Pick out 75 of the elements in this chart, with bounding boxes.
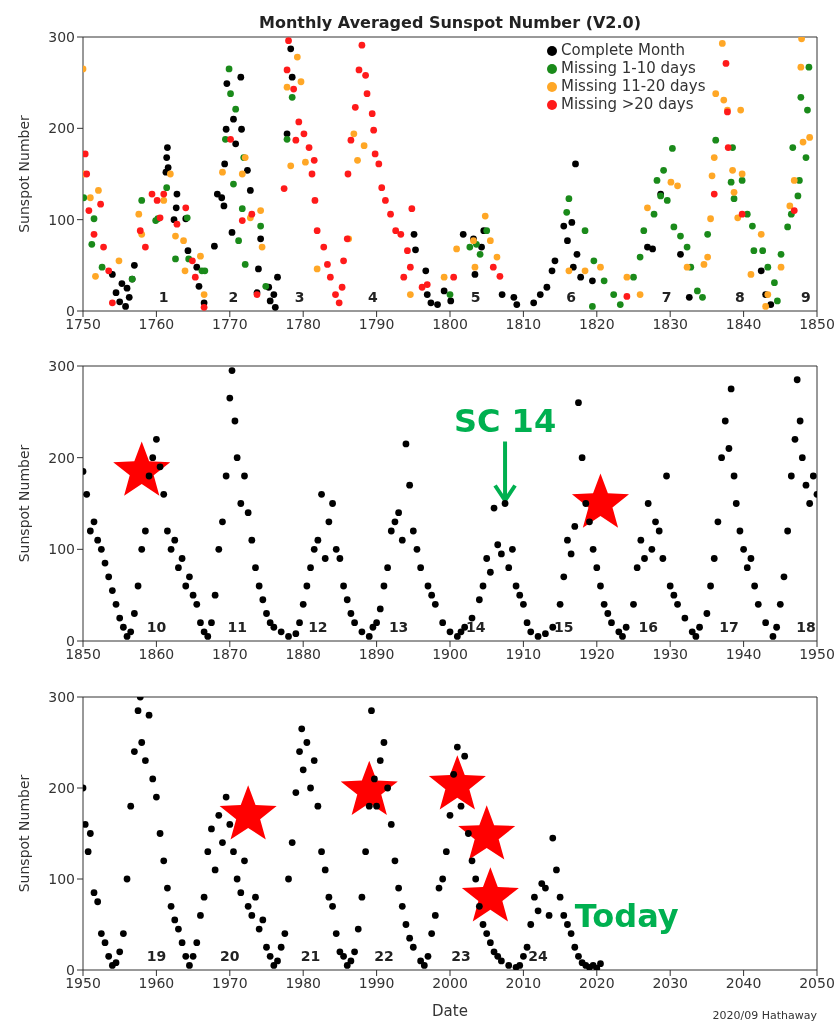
annotation: 5 bbox=[470, 288, 481, 305]
x-tick-label: 1970 bbox=[211, 974, 248, 991]
annotation: 3 bbox=[294, 288, 305, 305]
chart-title: Monthly Averaged Sunspot Number (V2.0) bbox=[259, 13, 641, 32]
x-tick-label: 2040 bbox=[725, 974, 762, 991]
x-axis-title: Date bbox=[432, 1002, 468, 1020]
annotation: 8 bbox=[735, 288, 745, 305]
x-tick-label: 1870 bbox=[211, 645, 248, 662]
annotation: Today bbox=[574, 897, 679, 936]
annotation: 11 bbox=[227, 618, 247, 635]
x-tick-label: 1990 bbox=[358, 974, 395, 991]
x-tick-label: 1810 bbox=[505, 315, 542, 332]
legend-label: Missing 11-20 days bbox=[561, 77, 706, 95]
legend-label: Missing >20 days bbox=[561, 95, 694, 113]
annotation: 7 bbox=[661, 288, 672, 305]
annotation: 18 bbox=[796, 618, 816, 635]
x-tick-label: 1930 bbox=[652, 645, 689, 662]
y-tick-label: 200 bbox=[48, 120, 75, 137]
x-tick-label: 1820 bbox=[578, 315, 615, 332]
x-tick-label: 1790 bbox=[358, 315, 395, 332]
x-tick-label: 2010 bbox=[505, 974, 542, 991]
annotation: 1 bbox=[158, 288, 169, 305]
x-tick-label: 1830 bbox=[652, 315, 689, 332]
y-axis-title: Sunspot Number bbox=[16, 444, 32, 563]
y-tick-label: 100 bbox=[48, 870, 75, 887]
annotation: 14 bbox=[465, 618, 486, 635]
annotation: 15 bbox=[554, 618, 574, 635]
x-tick-label: 2020 bbox=[578, 974, 615, 991]
x-tick-label: 1770 bbox=[211, 315, 248, 332]
legend-label: Complete Month bbox=[561, 41, 686, 59]
annotation: 17 bbox=[719, 618, 739, 635]
y-tick-label: 300 bbox=[48, 688, 75, 705]
x-tick-label: 1880 bbox=[285, 645, 322, 662]
x-tick-label: 1920 bbox=[578, 645, 615, 662]
y-tick-label: 100 bbox=[48, 541, 75, 558]
annotation: 13 bbox=[388, 618, 409, 635]
text: 2020/09 Hathaway bbox=[712, 1009, 818, 1022]
y-axis-title: Sunspot Number bbox=[16, 774, 32, 893]
annotation: 2 bbox=[228, 288, 239, 305]
x-tick-label: 1900 bbox=[432, 645, 468, 662]
x-tick-label: 2000 bbox=[432, 974, 468, 991]
annotation: SC 14 bbox=[453, 401, 557, 440]
annotation: 19 bbox=[146, 947, 167, 964]
x-tick-label: 1850 bbox=[799, 315, 835, 332]
x-tick-label: 1980 bbox=[285, 974, 322, 991]
annotation: 22 bbox=[374, 947, 394, 964]
annotation: 23 bbox=[451, 947, 471, 964]
x-tick-label: 1800 bbox=[432, 315, 468, 332]
x-tick-label: 1940 bbox=[725, 645, 762, 662]
y-tick-label: 300 bbox=[48, 28, 75, 45]
annotation: 10 bbox=[146, 618, 167, 635]
x-tick-label: 1890 bbox=[358, 645, 395, 662]
annotation: 20 bbox=[220, 947, 240, 964]
annotation: 21 bbox=[300, 947, 321, 964]
annotation: 9 bbox=[801, 288, 811, 305]
annotation: 4 bbox=[368, 288, 379, 305]
x-tick-label: 1780 bbox=[285, 315, 322, 332]
x-tick-label: 1950 bbox=[799, 645, 835, 662]
x-tick-label: 1760 bbox=[138, 315, 175, 332]
x-tick-label: 1960 bbox=[138, 974, 175, 991]
y-axis-title: Sunspot Number bbox=[16, 114, 32, 233]
annotation: 16 bbox=[638, 618, 658, 635]
annotation: 24 bbox=[528, 947, 549, 964]
legend-label: Missing 1-10 days bbox=[561, 59, 696, 77]
annotation: 12 bbox=[308, 618, 328, 635]
y-tick-label: 300 bbox=[48, 357, 75, 374]
y-tick-label: 200 bbox=[48, 449, 75, 466]
x-tick-label: 1910 bbox=[505, 645, 542, 662]
y-tick-label: 100 bbox=[48, 211, 75, 228]
x-tick-label: 2050 bbox=[799, 974, 835, 991]
x-tick-label: 1860 bbox=[138, 645, 175, 662]
x-tick-label: 1840 bbox=[725, 315, 762, 332]
x-tick-label: 2030 bbox=[652, 974, 689, 991]
annotation: 6 bbox=[566, 288, 576, 305]
y-tick-label: 200 bbox=[48, 779, 75, 796]
